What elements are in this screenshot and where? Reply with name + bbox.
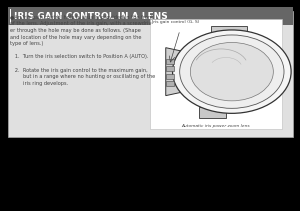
- FancyBboxPatch shape: [167, 74, 174, 79]
- Circle shape: [190, 42, 273, 101]
- Text: ●An iris gain control hole is usually provided in the front
of the lens. Adjustm: ●An iris gain control hole is usually pr…: [10, 15, 155, 86]
- FancyBboxPatch shape: [150, 19, 282, 129]
- FancyBboxPatch shape: [167, 66, 174, 71]
- FancyBboxPatch shape: [167, 81, 174, 86]
- FancyBboxPatch shape: [211, 26, 247, 38]
- FancyBboxPatch shape: [8, 11, 292, 137]
- Text: Iris gain control (G, S): Iris gain control (G, S): [152, 20, 199, 24]
- Circle shape: [180, 35, 284, 108]
- FancyBboxPatch shape: [8, 7, 292, 25]
- FancyBboxPatch shape: [199, 107, 226, 118]
- Polygon shape: [166, 48, 184, 96]
- FancyBboxPatch shape: [10, 9, 11, 24]
- FancyBboxPatch shape: [167, 59, 174, 64]
- Text: IRIS GAIN CONTROL IN A LENS: IRIS GAIN CONTROL IN A LENS: [14, 12, 168, 21]
- Circle shape: [172, 30, 291, 113]
- Text: Automatic iris power zoom lens: Automatic iris power zoom lens: [182, 124, 250, 128]
